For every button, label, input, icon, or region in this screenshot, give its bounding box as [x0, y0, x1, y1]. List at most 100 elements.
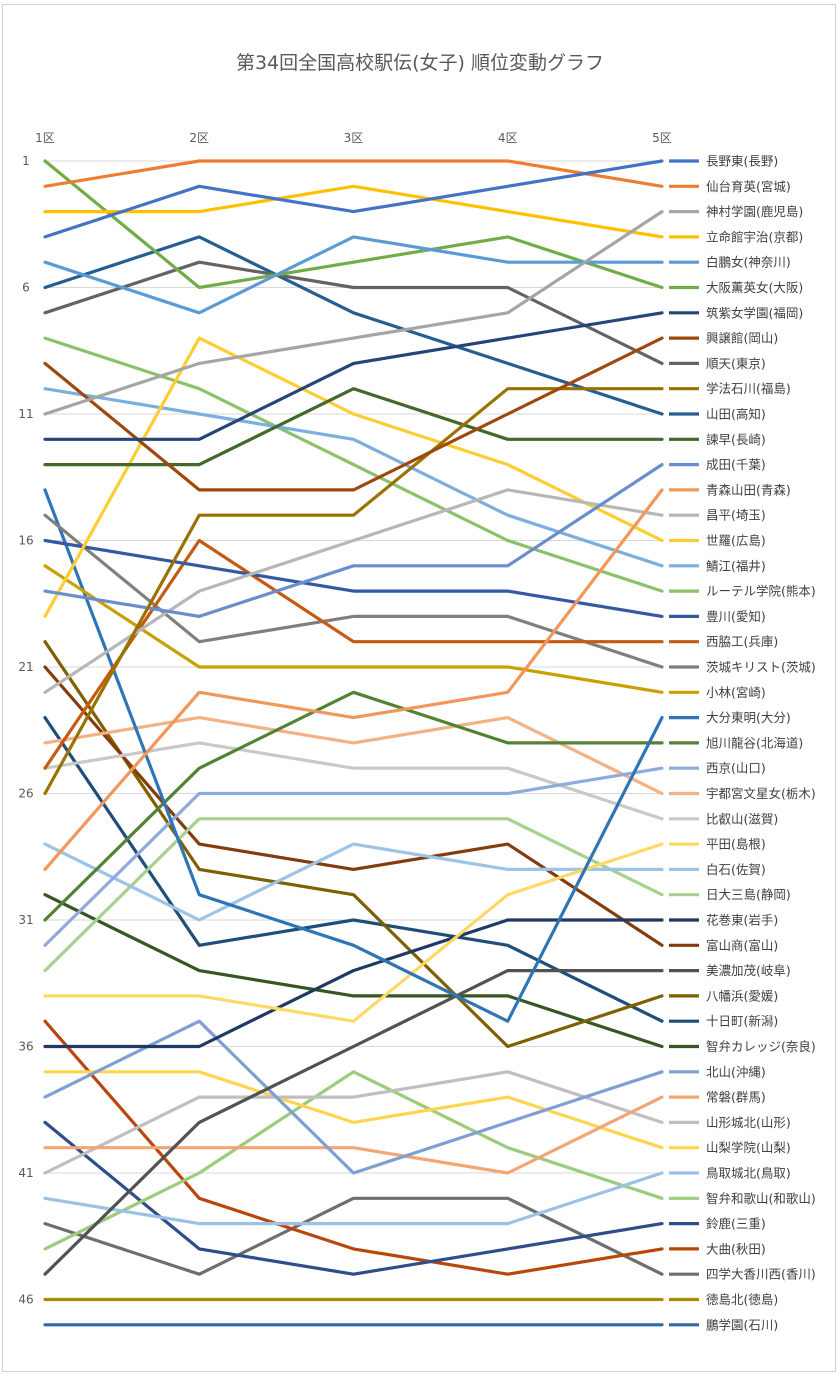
legend-label: 鈴鹿(三重) [706, 1216, 766, 1231]
legend-label: 八幡浜(愛媛) [706, 988, 778, 1003]
legend-label: 富山商(富山) [706, 938, 778, 953]
y-tick-label: 26 [18, 787, 33, 801]
series-line [43, 488, 664, 1023]
legend-label: 四学大香川西(香川) [706, 1267, 816, 1282]
series-line [43, 1171, 664, 1226]
legend-label: 筑紫女学園(福岡) [706, 305, 803, 320]
legend-label: 大阪薫英女(大阪) [706, 280, 803, 295]
series-line [43, 235, 664, 416]
legend-label: 山田(高知) [706, 407, 766, 422]
series-line [43, 311, 664, 441]
legend-label: 昌平(埼玉) [706, 508, 766, 523]
legend-label: 仙台育英(宮城) [706, 179, 791, 194]
legend-label: 順天(東京) [706, 356, 766, 371]
series-line [43, 488, 664, 872]
legend-label: 花巻東(岩手) [706, 913, 778, 928]
y-tick-label: 41 [18, 1166, 33, 1180]
x-tick-label: 1区 [35, 131, 55, 145]
chart-title: 第34回全国高校駅伝(女子) 順位変動グラフ [235, 52, 605, 74]
legend-label: 小林(宮崎) [706, 685, 766, 700]
legend-label: 山梨学院(山梨) [706, 1140, 791, 1155]
legend-label: 山形城北(山形) [706, 1115, 791, 1130]
series-line [43, 159, 664, 239]
series-line [43, 564, 664, 694]
series-line [43, 1095, 664, 1175]
series-line [43, 665, 664, 947]
series-line [43, 184, 664, 239]
series-line [43, 893, 664, 1049]
legend-label: 大分東明(大分) [706, 710, 791, 725]
series-line [43, 538, 664, 770]
series-line [43, 210, 664, 416]
legend-label: 智弁和歌山(和歌山) [706, 1191, 816, 1206]
series-line [43, 159, 664, 188]
series-line [43, 336, 664, 492]
legend-label: 立命館宇治(京都) [706, 229, 803, 244]
legend-label: 常磐(群馬) [706, 1090, 766, 1105]
series-line [43, 387, 664, 467]
legend-label: 比叡山(滋賀) [706, 811, 778, 826]
legend-label: 鳥取城北(鳥取) [706, 1166, 791, 1181]
series-line [43, 640, 664, 1049]
series-line [43, 1196, 664, 1276]
series-line [43, 488, 664, 694]
x-tick-label: 5区 [652, 131, 672, 145]
legend-label: 徳島北(徳島) [706, 1292, 778, 1307]
legend-label: 西京(山口) [706, 761, 766, 776]
legend-label: 茨城キリスト(茨城) [706, 660, 816, 675]
series-line [43, 1070, 664, 1175]
legend-label: 白鵬女(神奈川) [706, 255, 791, 270]
legend-label: 智弁カレッジ(奈良) [706, 1039, 816, 1054]
series-line [43, 336, 664, 593]
legend-label: ルーテル学院(熊本) [706, 584, 816, 599]
series-line [43, 538, 664, 619]
y-tick-label: 6 [22, 281, 30, 295]
legend-label: 旭川龍谷(北海道) [706, 735, 803, 750]
series-line [43, 690, 664, 922]
legend-label: 宇都宮文星女(栃木) [706, 786, 816, 801]
legend-label: 成田(千葉) [706, 457, 766, 472]
y-tick-label: 1 [22, 154, 30, 168]
legend-label: 豊川(愛知) [706, 609, 766, 624]
series-line [43, 260, 664, 365]
legend-label: 鯖江(福井) [706, 558, 766, 573]
chart-frame [2, 4, 836, 1372]
x-tick-label: 4区 [498, 131, 518, 145]
legend-label: 諫早(長崎) [706, 432, 766, 447]
legend-label: 神村学園(鹿児島) [706, 204, 803, 219]
legend-label: 興譲館(岡山) [706, 331, 778, 346]
legend-label: 青森山田(青森) [706, 482, 791, 497]
series-line [43, 766, 664, 947]
x-tick-label: 2区 [189, 131, 209, 145]
legend-label: 美濃加茂(岐阜) [706, 963, 791, 978]
series-line [43, 968, 664, 1276]
y-tick-label: 16 [18, 534, 33, 548]
legend-label: 北山(沖縄) [706, 1064, 766, 1079]
legend-label: 日大三島(静岡) [706, 887, 791, 902]
series-line [43, 1070, 664, 1251]
series-line [43, 336, 664, 619]
legend-label: 大曲(秋田) [706, 1241, 766, 1256]
legend-label: 十日町(新潟) [706, 1014, 778, 1029]
series-line [43, 1120, 664, 1276]
y-tick-label: 31 [18, 913, 33, 927]
series-line [43, 817, 664, 973]
series-line [43, 513, 664, 669]
x-tick-label: 3区 [344, 131, 364, 145]
y-tick-label: 21 [18, 660, 33, 674]
legend-label: 長野東(長野) [706, 154, 778, 169]
series-line [43, 235, 664, 315]
series-line [43, 1070, 664, 1150]
series-line [43, 159, 664, 290]
series-line [43, 1019, 664, 1276]
y-tick-label: 36 [18, 1040, 33, 1054]
series-line [43, 842, 664, 922]
legend-label: 西脇工(兵庫) [706, 634, 778, 649]
legend-label: 平田(島根) [706, 837, 766, 852]
legend-label: 白石(佐賀) [706, 862, 766, 877]
series-line [43, 842, 664, 1023]
legend-label: 学法石川(福島) [706, 381, 791, 396]
legend-label: 世羅(広島) [706, 533, 766, 548]
y-tick-label: 11 [18, 407, 33, 421]
